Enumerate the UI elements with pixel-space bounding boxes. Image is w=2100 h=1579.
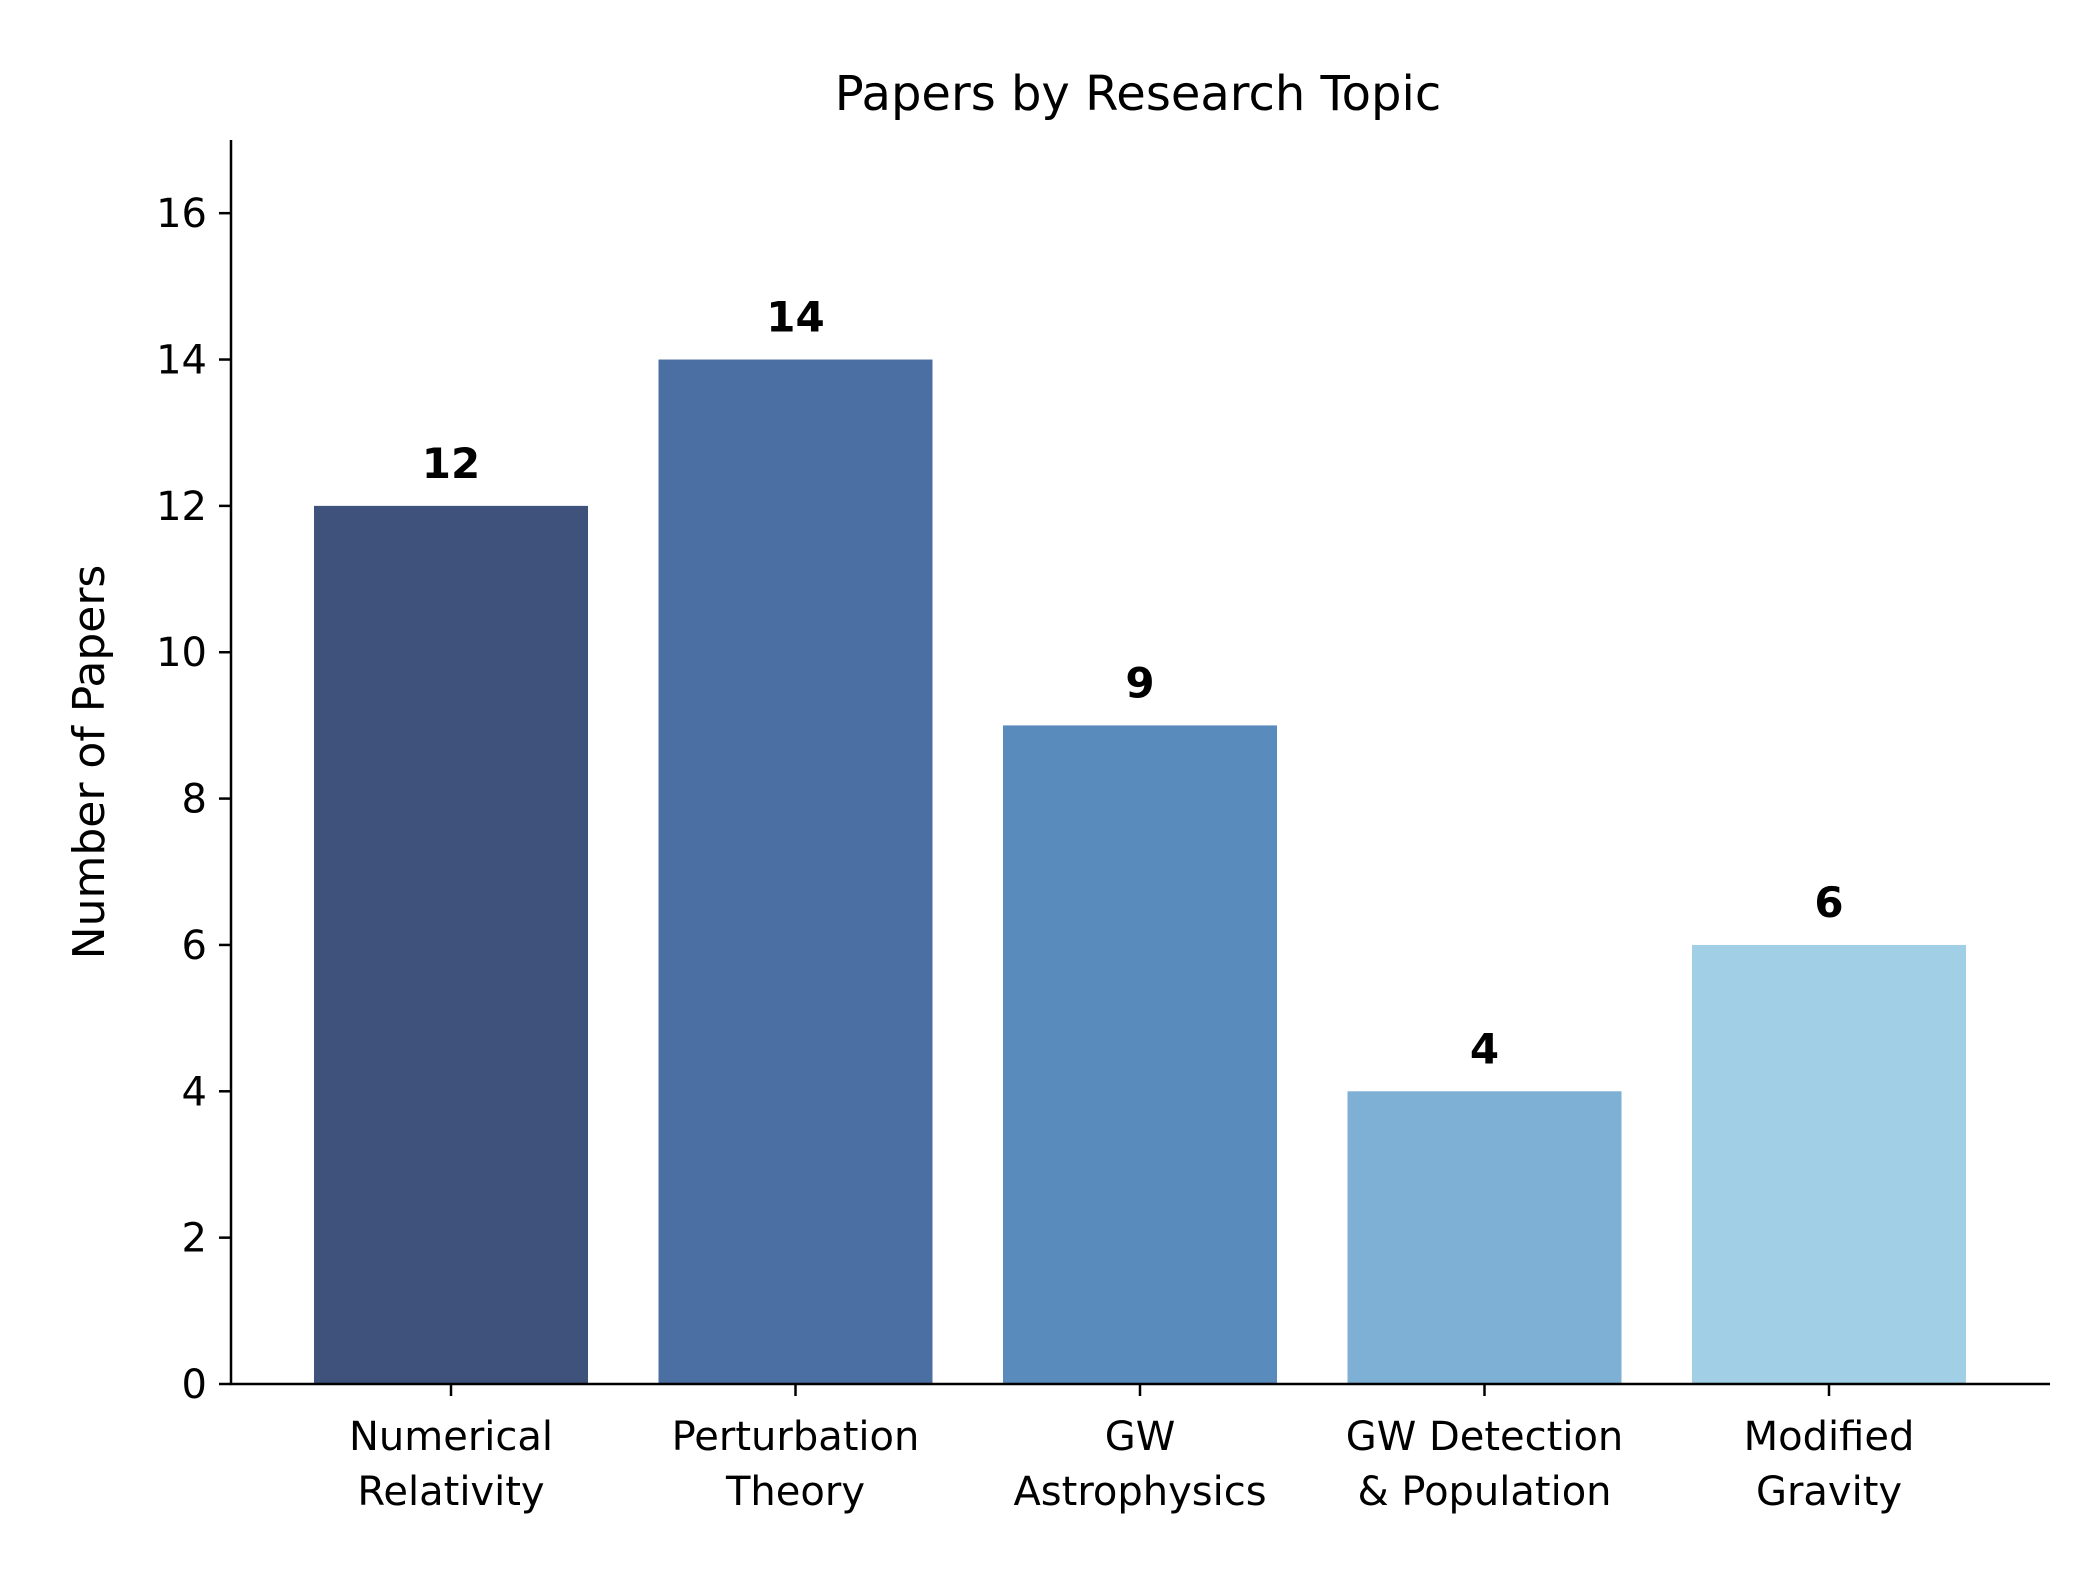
bars-group <box>314 359 1966 1385</box>
x-tick-label-3: GW Detection & Population <box>1346 1414 1624 1515</box>
y-tick-label-0: 0 <box>182 1362 207 1408</box>
bar-3 <box>1347 1091 1622 1384</box>
x-axis-ticks: Numerical Relativity Perturbation Theory GW A… <box>349 1384 1914 1515</box>
bar-4 <box>1692 944 1966 1384</box>
y-tick-label-6: 12 <box>156 484 207 530</box>
y-axis-label: Number of Papers <box>64 565 115 960</box>
value-label-2: 9 <box>1125 658 1154 707</box>
y-axis-ticks: 0 2 4 6 8 10 12 14 16 <box>156 191 231 1408</box>
value-labels-group: 12 14 9 4 6 <box>422 293 1844 1074</box>
value-label-4: 6 <box>1814 878 1843 927</box>
y-tick-label-4: 8 <box>182 777 207 823</box>
bar-2 <box>1003 725 1277 1384</box>
y-tick-label-8: 16 <box>156 191 207 237</box>
value-label-3: 4 <box>1470 1024 1499 1073</box>
y-tick-label-1: 2 <box>182 1216 207 1262</box>
x-tick-label-1: Perturbation Theory <box>672 1414 920 1515</box>
value-label-0: 12 <box>422 439 480 488</box>
x-tick-label-0: Numerical Relativity <box>349 1414 553 1515</box>
chart-title: Papers by Research Topic <box>835 66 1442 122</box>
x-tick-label-4: Modified Gravity <box>1744 1414 1915 1515</box>
y-tick-label-2: 4 <box>182 1069 207 1115</box>
x-tick-label-2: GW Astrophysics <box>1013 1414 1266 1515</box>
bar-1 <box>658 359 933 1384</box>
y-tick-label-3: 6 <box>182 923 207 969</box>
bar-0 <box>314 505 588 1385</box>
y-tick-label-5: 10 <box>156 630 207 676</box>
value-label-1: 14 <box>766 293 824 342</box>
y-tick-label-7: 14 <box>156 338 207 384</box>
